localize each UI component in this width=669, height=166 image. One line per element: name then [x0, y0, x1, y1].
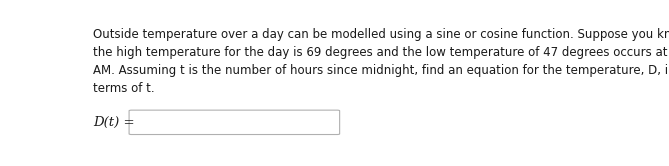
Text: terms of t.: terms of t.: [93, 82, 155, 95]
Text: the high temperature for the day is 69 degrees and the low temperature of 47 deg: the high temperature for the day is 69 d…: [93, 46, 669, 59]
Text: AM. Assuming t is the number of hours since midnight, find an equation for the t: AM. Assuming t is the number of hours si…: [93, 64, 669, 77]
Text: Outside temperature over a day can be modelled using a sine or cosine function. : Outside temperature over a day can be mo…: [93, 28, 669, 41]
FancyBboxPatch shape: [129, 110, 340, 134]
Text: D(t) =: D(t) =: [93, 116, 134, 129]
